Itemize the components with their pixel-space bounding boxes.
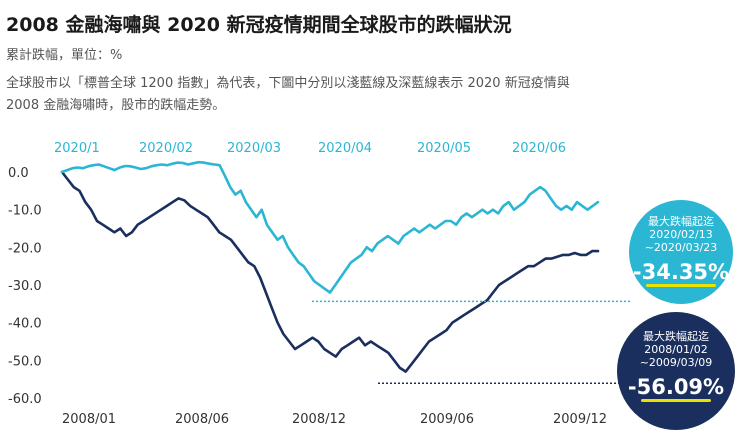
y-tick-label: -10.0 xyxy=(8,204,42,219)
page-title: 2008 金融海嘯與 2020 新冠疫情期間全球股市的跌幅狀況 xyxy=(6,14,512,36)
x-tick-label-top: 2020/02 xyxy=(139,141,193,156)
badge-2008-end: ~2009/03/09 xyxy=(639,356,713,369)
x-tick-label-bottom: 2008/06 xyxy=(175,412,229,427)
x-tick-label-top: 2020/05 xyxy=(417,141,471,156)
chart-description: 全球股市以「標普全球 1200 指數」為代表，下圖中分別以淺藍線及深藍線表示 2… xyxy=(6,73,731,117)
y-tick-label: 0.0 xyxy=(8,166,29,181)
max-drawdown-badge-2008: 最大跌幅起迄 2008/01/02 ~2009/03/09 -56.09% xyxy=(617,312,735,430)
badge-2008-value: -56.09% xyxy=(627,375,725,399)
x-tick-label-bottom: 2008/12 xyxy=(292,412,346,427)
y-tick-label: -40.0 xyxy=(8,317,42,332)
badge-2008-underline xyxy=(641,399,711,402)
x-tick-label-bottom: 2008/01 xyxy=(62,412,116,427)
badge-2008-label: 最大跌幅起迄 xyxy=(643,330,709,343)
badge-2020-label: 最大跌幅起迄 xyxy=(648,215,714,228)
max-drawdown-badge-2020: 最大跌幅起迄 2020/02/13 ~2020/03/23 -34.35% xyxy=(629,200,733,304)
series-line-2008 xyxy=(60,170,600,373)
description-line-2: 2008 金融海嘯時，股市的跌幅走勢。 xyxy=(6,98,226,113)
y-tick-label: -60.0 xyxy=(8,392,42,407)
badge-2020-start: 2020/02/13 xyxy=(649,228,713,241)
series-line-2020 xyxy=(60,160,600,294)
x-tick-label-top: 2020/06 xyxy=(512,141,566,156)
chart-unit-label: 累計跌幅，單位：% xyxy=(6,48,123,63)
badge-2020-value: -34.35% xyxy=(632,260,730,284)
badge-2008-start: 2008/01/02 xyxy=(644,343,708,356)
y-tick-label: -50.0 xyxy=(8,354,42,369)
x-tick-label-bottom: 2009/12 xyxy=(553,412,607,427)
x-tick-label-bottom: 2009/06 xyxy=(420,412,474,427)
y-tick-label: -20.0 xyxy=(8,241,42,256)
x-tick-label-top: 2020/03 xyxy=(227,141,281,156)
badge-2020-underline xyxy=(646,284,716,287)
y-tick-label: -30.0 xyxy=(8,279,42,294)
badge-2020-end: ~2020/03/23 xyxy=(644,241,718,254)
x-tick-label-top: 2020/1 xyxy=(54,141,100,156)
x-tick-label-top: 2020/04 xyxy=(318,141,372,156)
description-line-1: 全球股市以「標普全球 1200 指數」為代表，下圖中分別以淺藍線及深藍線表示 2… xyxy=(6,76,570,91)
